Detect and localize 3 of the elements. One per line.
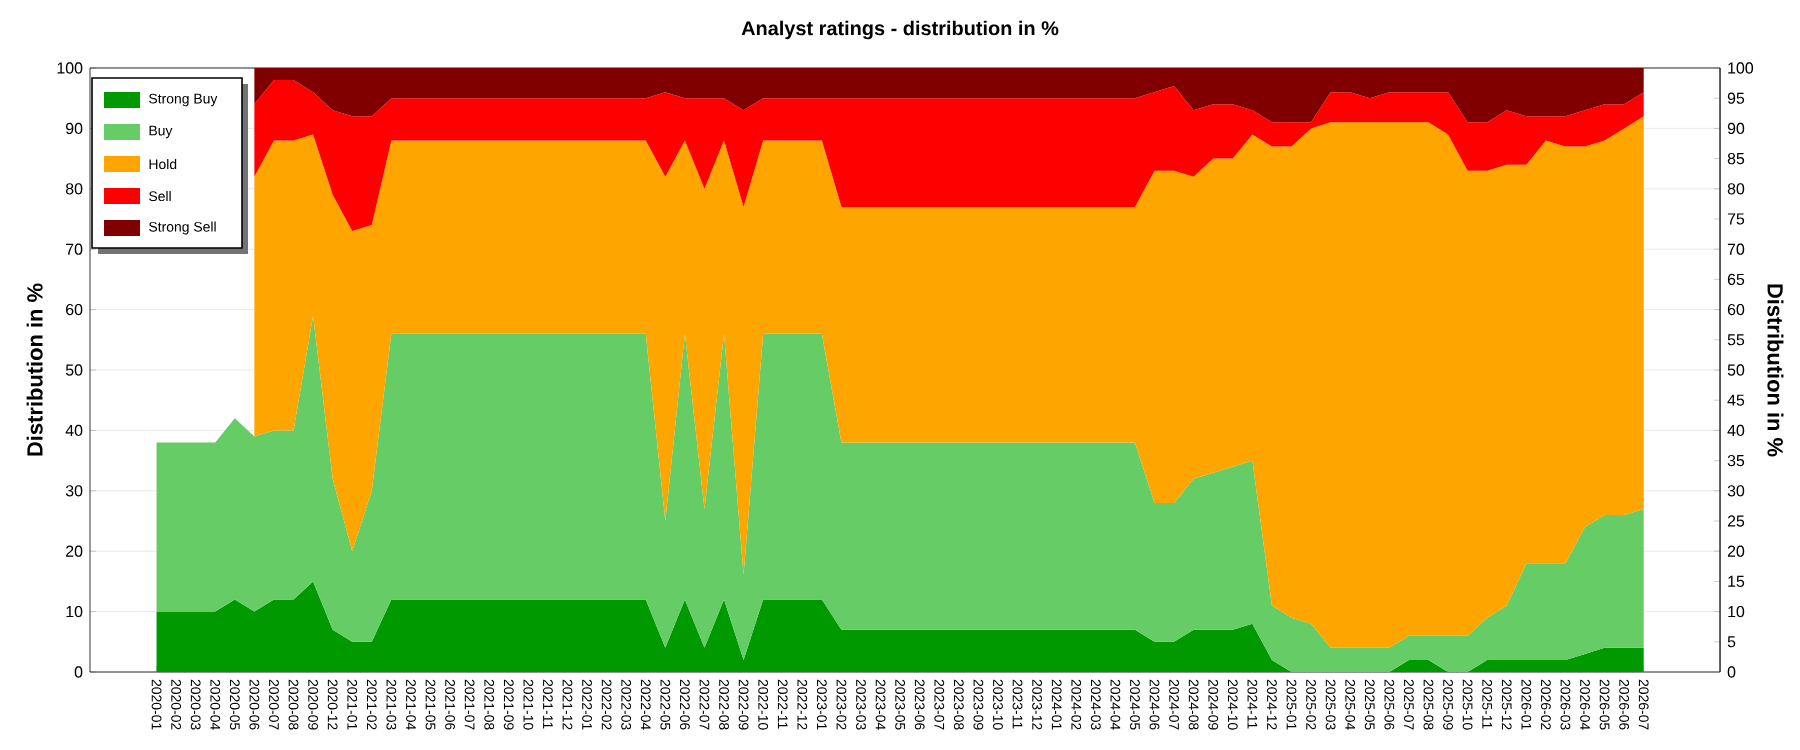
y2-axis-title: Distribution in %	[1767, 284, 1784, 457]
chart-title: Analyst ratings - distribution in %	[741, 20, 1059, 40]
y-axis-title: Distribution in %	[26, 283, 43, 456]
